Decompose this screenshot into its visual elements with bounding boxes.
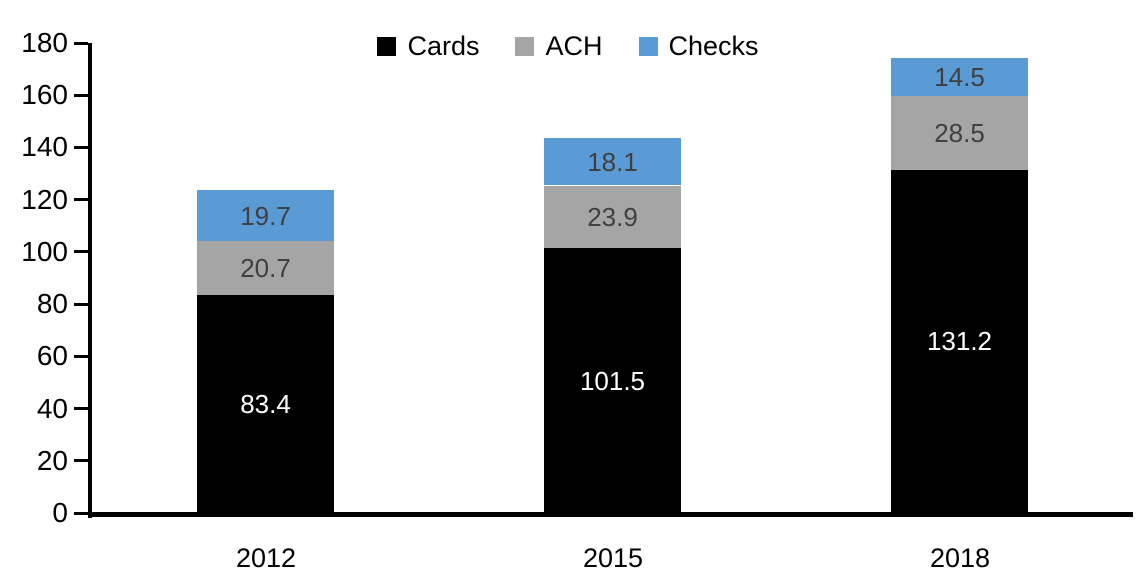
y-axis-tick-label: 0 (52, 497, 68, 528)
bar-value-label: 19.7 (240, 201, 291, 231)
bar-segment-cards-2018: 131.2 (891, 170, 1028, 513)
y-tick-mark (74, 42, 88, 45)
bar-value-label: 131.2 (926, 326, 993, 356)
legend-label: Cards (407, 31, 480, 61)
bar-segment-cards-2015: 101.5 (544, 248, 681, 513)
bar-value-label: 28.5 (934, 118, 985, 148)
y-tick-mark (74, 303, 88, 306)
y-tick-mark (74, 250, 88, 253)
bar-segment-ach-2015: 23.9 (544, 186, 681, 248)
y-axis-tick-label: 140 (21, 131, 68, 162)
bar-segment-checks-2012: 19.7 (197, 190, 334, 241)
y-tick-mark (74, 459, 88, 462)
legend-label: Checks (668, 31, 759, 61)
x-axis-category-label: 2012 (235, 543, 297, 573)
y-axis-tick-label: 80 (36, 288, 68, 319)
legend-swatch-cards-icon (377, 37, 397, 56)
y-axis-tick-label: 120 (21, 184, 68, 215)
y-tick-mark (74, 407, 88, 410)
legend-item-ach: ACH (515, 31, 603, 61)
bar-value-label: 23.9 (587, 202, 638, 232)
y-tick-mark (74, 146, 88, 149)
y-tick-mark (74, 198, 88, 201)
y-axis-tick-label: 100 (21, 236, 68, 267)
legend-label: ACH (545, 31, 603, 61)
y-axis-tick-label: 180 (21, 27, 68, 58)
chart-legend: Cards ACH Checks (0, 33, 1136, 60)
y-axis-tick-label: 40 (36, 393, 68, 424)
legend-item-checks: Checks (638, 31, 759, 61)
bar-value-label: 101.5 (579, 366, 646, 396)
bar-value-label: 14.5 (934, 62, 985, 92)
bar-value-label: 83.4 (240, 389, 291, 419)
bar-segment-checks-2015: 18.1 (544, 138, 681, 185)
y-tick-mark (74, 512, 88, 515)
legend-swatch-checks-icon (638, 37, 658, 56)
bar-segment-cards-2012: 83.4 (197, 295, 334, 513)
y-axis-tick-label: 160 (21, 79, 68, 110)
bar-segment-ach-2012: 20.7 (197, 241, 334, 295)
legend-item-cards: Cards (377, 33, 479, 60)
y-axis-tick-label: 20 (36, 445, 68, 476)
x-axis-category-label: 2018 (929, 543, 991, 573)
legend-swatch-ach-icon (515, 37, 535, 56)
x-axis-category-label: 2015 (582, 543, 644, 573)
bar-value-label: 18.1 (587, 147, 638, 177)
bar-value-label: 20.7 (240, 253, 291, 283)
y-axis-line (88, 43, 92, 518)
x-axis-line (88, 512, 1133, 517)
bar-segment-checks-2018: 14.5 (891, 58, 1028, 96)
y-tick-mark (74, 355, 88, 358)
y-tick-mark (74, 94, 88, 97)
bar-segment-ach-2018: 28.5 (891, 96, 1028, 170)
y-axis-tick-label: 60 (36, 340, 68, 371)
